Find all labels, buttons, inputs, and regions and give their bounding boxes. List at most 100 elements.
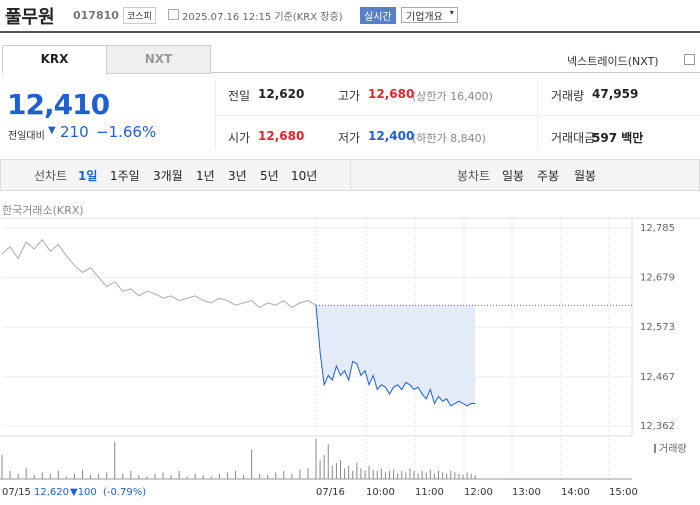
candle-item[interactable]: 주봉 [537,169,560,183]
y-tick-label: 12,573 [640,322,675,333]
volume-bar [210,476,212,479]
x-tick-label: 07/16 [316,487,345,498]
volume-bar [389,471,390,479]
volume-bar [438,471,439,479]
volume-bar [41,472,43,479]
stat-extra: (하한가 8,840) [412,132,486,145]
x-tick-label: 10:00 [366,487,395,498]
volume-bar [405,472,407,479]
volume-bar [433,473,435,479]
volume-bar [162,472,164,479]
stat-value: 12,620 [258,87,305,101]
period-item[interactable]: 3개월 [153,169,183,183]
volume-bar [335,463,337,479]
x-tick-label: 07/15 [2,487,31,498]
tab-nxt[interactable]: NXT [106,45,211,74]
volume-bar [49,473,51,479]
volume-bar [186,476,188,479]
realtime-badge[interactable]: 실시간 [360,7,396,24]
stock-name: 풀무원 [5,7,55,28]
volume-bar [421,471,423,479]
nxt-link[interactable]: 넥스트레이드(NXT) [567,55,659,68]
volume-bar [331,465,333,479]
volume-bar [283,471,285,479]
volume-bar [57,471,59,479]
market-badge: 코스피 [123,7,156,24]
volume-bar [340,460,341,479]
volume-bar [170,475,172,479]
candle-label: 봉차트 [457,169,491,183]
volume-bar [352,471,354,479]
volume-bar [319,460,321,479]
period-divider [350,160,351,190]
volume-bar [307,468,309,479]
change: 210 [60,123,89,141]
current-price: 12,410 [7,88,110,121]
stat-value: 12,680 [368,87,415,101]
stat-label: 전일 [228,89,251,103]
volume-bar [368,465,370,479]
period-item[interactable]: 1일 [78,169,98,183]
volume-bar [315,439,317,479]
x-tick-label: 12:00 [464,487,493,498]
tab-rule [210,72,700,73]
y-tick-label: 12,679 [640,273,675,284]
period-item[interactable]: 1주일 [110,169,140,183]
volume-bar [33,475,35,479]
volume-bar [90,475,92,479]
volume-legend: 거래량 [659,443,687,455]
volume-bar [409,468,411,479]
period-item[interactable]: 3년 [228,169,247,183]
volume-bar [138,475,140,479]
stat-extra: (상한가 16,400) [412,90,493,103]
period-item[interactable]: 1년 [196,169,215,183]
change-pct: −1.66% [96,123,157,141]
volume-bar [380,468,382,479]
volume-bar [122,473,124,479]
calendar-icon [168,9,179,20]
volume-bar [360,468,362,479]
volume-bar [73,473,75,479]
volume-bar [82,469,84,479]
stat-label: 거래대금 [551,131,596,145]
x-tick-label: 13:00 [512,487,541,498]
period-item[interactable]: 10년 [291,169,318,183]
y-tick-label: 12,785 [640,223,675,234]
volume-bar [154,473,156,479]
volume-bar [397,473,399,479]
volume-bar [413,471,415,479]
volume-bar [446,473,448,479]
period-item[interactable]: 5년 [260,169,279,183]
stock-code: 017810 [73,9,119,22]
price-line [315,305,476,407]
candle-item[interactable]: 월봉 [574,169,597,183]
volume-bar [327,444,329,479]
volume-bar [299,469,301,479]
volume-bar [202,475,204,479]
stat-label: 시가 [228,131,251,145]
x-tick-label: 15:00 [609,487,638,498]
volume-bar [291,473,293,479]
change-label: 전일대비 [8,131,45,142]
volume-bar [98,473,100,479]
volume-bar [364,471,366,479]
volume-bar [9,471,11,479]
stats-sep [215,115,700,116]
stat-value: 597 백만 [592,131,644,145]
volume-bar [401,471,403,479]
company-button[interactable]: 기업개요 ▾ [401,7,458,23]
volume-bar [226,472,228,479]
company-label: 기업개요 [406,12,443,23]
candle-item[interactable]: 일봉 [502,169,525,183]
volume-bar [25,468,27,479]
volume-bar [442,472,444,479]
volume-bar [429,469,431,479]
y-tick-label: 12,362 [640,421,675,432]
volume-bar [474,475,476,479]
stat-label: 저가 [338,131,361,145]
volume-bar [458,473,460,479]
volume-bar [251,449,253,479]
volume-bar [130,471,132,479]
prev-change: ▼100 [70,487,97,498]
stat-label: 거래량 [551,89,585,103]
